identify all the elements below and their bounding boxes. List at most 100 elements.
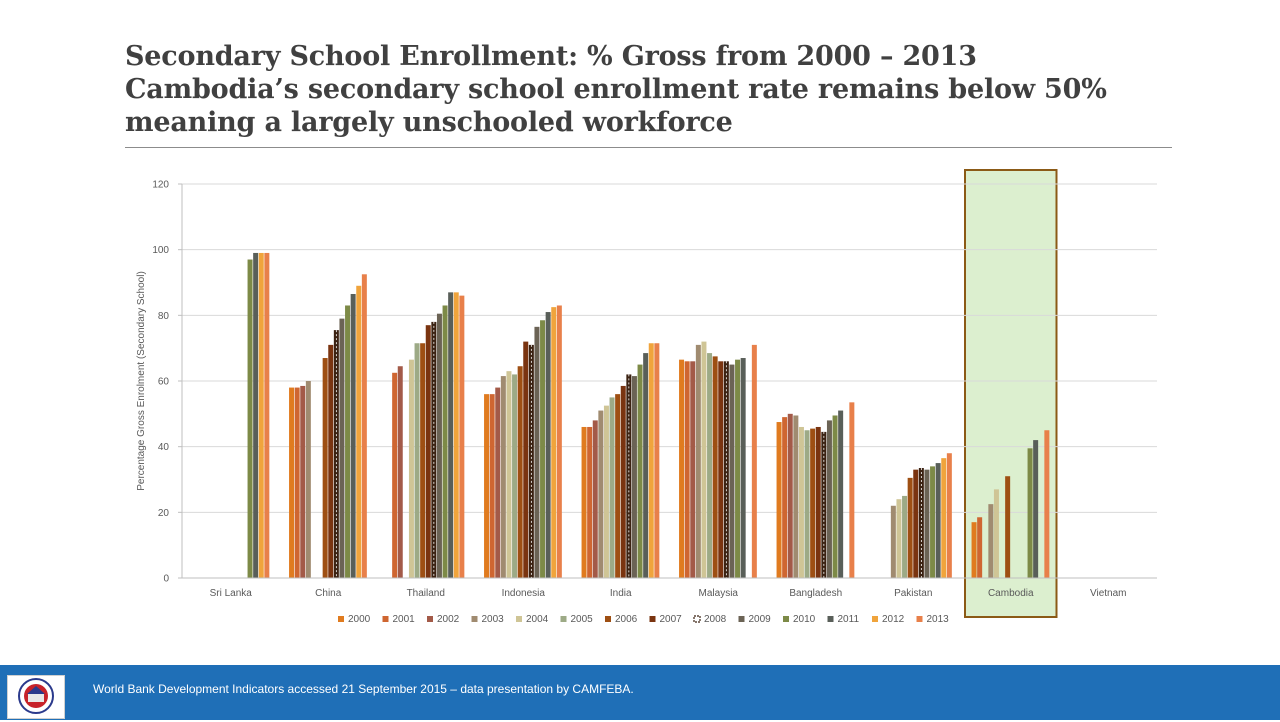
bar [453,292,459,578]
bar [690,361,696,578]
y-tick-label: 0 [163,574,169,585]
bar [902,495,908,578]
bar [609,397,615,578]
bar [333,330,339,578]
bar [489,394,495,578]
slide-title: Secondary School Enrollment: % Gross fro… [125,40,1185,139]
legend-swatch [738,616,745,622]
bar [924,469,930,578]
enrollment-bar-chart: 0 20 40 60 80 100 120 Percentage Gross Enrolmen… [136,169,1157,625]
bar [517,366,523,578]
legend-swatch [605,616,611,622]
legend-item: 2011 [827,614,859,625]
bar [782,417,788,578]
bar [787,413,793,578]
bar [993,489,999,578]
legend-label: 2002 [437,614,460,625]
bar [484,394,490,578]
bar [506,371,512,578]
footer-source-text: World Bank Development Indicators access… [93,682,634,696]
bar [500,376,506,578]
legend-item: 2006 [605,614,638,625]
bar [810,428,816,578]
legend-item: 2001 [382,614,415,625]
legend-swatch [872,616,878,622]
bar [654,343,660,578]
title-divider [125,147,1172,148]
bar [707,353,713,578]
bar [849,402,855,578]
x-category-label: Thailand [407,588,445,599]
bar [679,359,685,578]
legend-swatch [382,616,389,622]
bars [247,252,1050,579]
bar [545,312,551,578]
bar [603,405,609,579]
legend-swatch [827,616,834,622]
bar [448,292,454,578]
legend-label: 2003 [482,614,505,625]
bar [425,325,431,578]
bar [581,426,587,578]
bar [1044,430,1050,578]
bar [436,313,442,578]
legend-item: 2007 [649,614,683,625]
bar [495,387,501,578]
bar [684,361,690,578]
bar [328,344,334,578]
bar [1033,440,1039,578]
bar [551,307,557,579]
y-tick-label: 120 [152,180,169,191]
bar [620,385,626,578]
axes: 0 20 40 60 80 100 120 Percentage Gross Enrolmen… [136,180,1157,599]
bar [253,252,259,578]
legend-label: 2008 [704,614,727,625]
y-tick-label: 40 [158,442,170,453]
bar [264,252,270,578]
bar [930,466,936,578]
legend-label: 2013 [927,614,950,625]
bar [420,343,426,578]
bar [946,453,952,578]
bar [832,415,838,578]
bar [300,385,306,578]
bar [556,305,562,578]
bar [350,293,356,578]
x-category-label: Malaysia [699,588,739,599]
y-axis-label: Percentage Gross Enrolment (Secondary Sc… [136,271,147,491]
bar [890,505,896,578]
bar [322,358,328,578]
title-line-1: Secondary School Enrollment: % Gross fro… [125,41,977,72]
bar [247,259,253,578]
bar [751,344,757,578]
legend-swatch [427,616,433,622]
bar [838,410,844,578]
y-tick-label: 100 [152,245,169,256]
x-category-label: Bangladesh [789,588,842,599]
x-category-label: Cambodia [988,588,1034,599]
bar [918,468,924,578]
bar [695,344,701,578]
legend: 2000 2001 2002 2003 2004 2005 2006 2007 2008 2009… [338,614,949,625]
bar [258,252,264,578]
legend-label: 2000 [348,614,371,625]
bar [408,359,414,578]
bar [913,469,919,578]
legend-label: 2012 [882,614,905,625]
legend-label: 2010 [793,614,816,625]
x-category-label: Vietnam [1090,588,1127,599]
bar [826,420,832,578]
bar [459,295,465,578]
legend-swatch [471,616,478,622]
bar [294,387,300,578]
legend-item: 2012 [872,614,905,625]
bar [512,374,518,578]
bar [289,387,295,578]
legend-label: 2009 [749,614,772,625]
legend-label: 2007 [660,614,683,625]
bar [935,463,941,578]
legend-item: 2005 [560,614,593,625]
legend-swatch [916,616,923,622]
camfeba-logo-icon [7,675,65,719]
bar [701,341,707,578]
